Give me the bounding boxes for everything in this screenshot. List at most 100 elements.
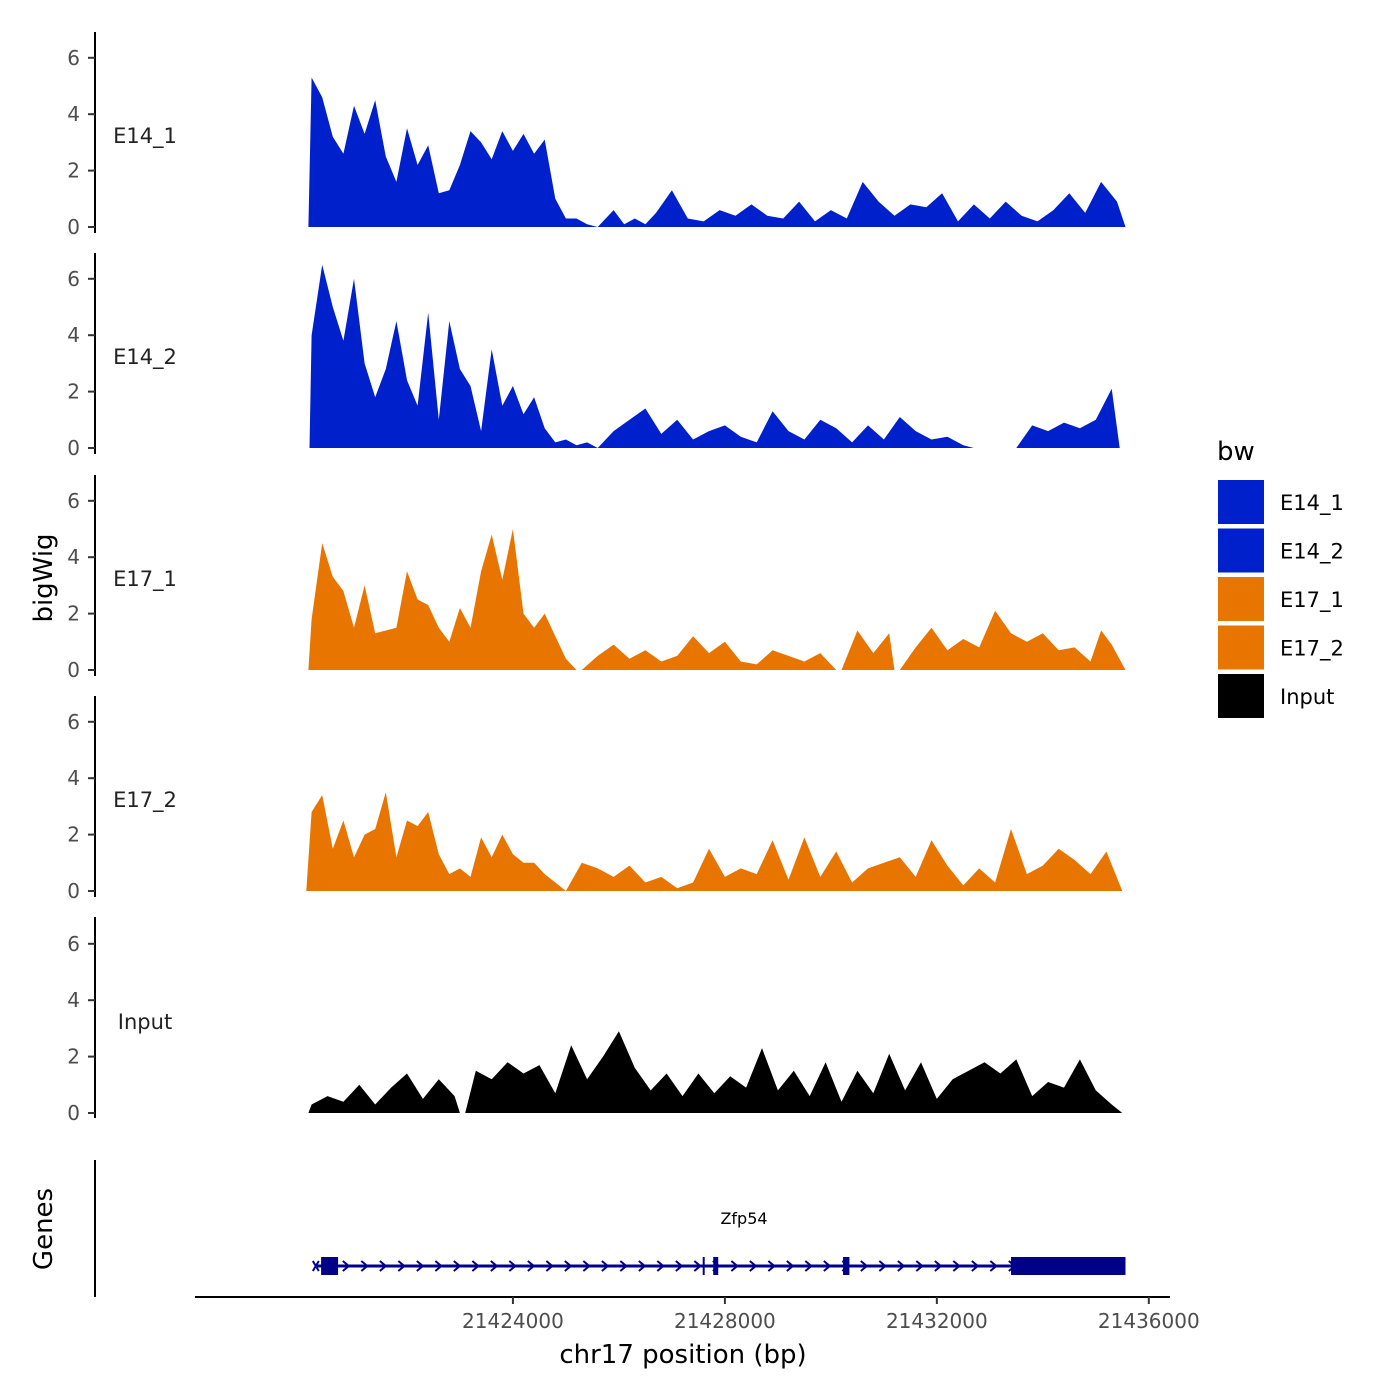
x-axis-title: chr17 position (bp) [559, 1340, 806, 1370]
gene-exon [1011, 1257, 1126, 1275]
track-label-e14-1: E14_1 [113, 124, 177, 149]
legend-swatch [1218, 674, 1264, 718]
strand-arrow [416, 1260, 425, 1272]
strand-arrow [952, 1260, 961, 1272]
strand-arrow [601, 1260, 610, 1272]
legend-swatch [1218, 528, 1264, 573]
y-tick-label: 0 [67, 436, 80, 460]
strand-arrow [360, 1260, 369, 1272]
track-label-e17-1: E17_1 [113, 567, 177, 592]
y-tick-label: 2 [67, 823, 80, 847]
y-axis-ticks: 0 2 4 6 0 2 4 6 0 2 4 6 0 2 4 6 0 2 4 6 [67, 46, 95, 1125]
gene-name-label: Zfp54 [720, 1209, 767, 1228]
gene-model-zfp54 [311, 1257, 1126, 1275]
track-e17-2: E17_2 [94, 696, 1123, 897]
strand-arrow [471, 1260, 480, 1272]
strand-arrow [897, 1260, 906, 1272]
track-e17-1: E17_1 [94, 475, 1126, 676]
gene-exon [321, 1257, 339, 1275]
strand-arrow [342, 1260, 351, 1272]
y-tick-label: 4 [67, 323, 80, 347]
strand-arrow [490, 1260, 499, 1272]
x-axis: 21424000 21428000 21432000 21436000 chr17 p… [195, 1296, 1200, 1370]
y-tick-label: 4 [67, 988, 80, 1012]
x-tick-label: 21424000 [462, 1309, 564, 1333]
strand-arrow [878, 1260, 887, 1272]
y-tick-label: 6 [67, 710, 80, 734]
y-tick-label: 0 [67, 879, 80, 903]
strand-arrow [915, 1260, 924, 1272]
strand-arrow [619, 1260, 628, 1272]
x-tick-label: 21432000 [886, 1309, 988, 1333]
strand-arrow [693, 1260, 702, 1272]
strand-arrow [934, 1260, 943, 1272]
y-tick-label: 2 [67, 159, 80, 183]
strand-arrow [545, 1260, 554, 1272]
strand-arrow [767, 1260, 776, 1272]
y-tick-label: 6 [67, 932, 80, 956]
track-e14-1: E14_1 [94, 32, 1126, 233]
strand-arrow [397, 1260, 406, 1272]
x-axis-ticks: 21424000 21428000 21432000 21436000 [462, 1297, 1200, 1333]
strand-arrow [749, 1260, 758, 1272]
y-tick-label: 2 [67, 380, 80, 404]
gene-exon [843, 1257, 850, 1275]
x-tick-label: 21436000 [1098, 1309, 1200, 1333]
strand-arrow [860, 1260, 869, 1272]
strand-arrow [989, 1260, 998, 1272]
strand-arrow [527, 1260, 536, 1272]
strand-arrow [971, 1260, 980, 1272]
track-label-input: Input [118, 1010, 172, 1034]
x-tick-label: 21428000 [674, 1309, 776, 1333]
coverage-area-e14-1 [308, 77, 1126, 227]
legend-entry-label: Input [1280, 685, 1334, 709]
y-tick-label: 6 [67, 489, 80, 513]
legend-entries: E14_1 E14_2 E17_1 E17_2 Input [1218, 480, 1344, 718]
strand-arrow [582, 1260, 591, 1272]
coverage-area-e14-2 [309, 264, 1120, 448]
coverage-area-e17-1 [308, 529, 1126, 670]
y-axis-title: bigWig [29, 533, 59, 622]
strand-arrow [656, 1260, 665, 1272]
gene-track: Genes Zfp54 [29, 1160, 1126, 1297]
strand-arrow [564, 1260, 573, 1272]
legend-entry-label: E14_1 [1280, 491, 1344, 516]
y-tick-label: 6 [67, 267, 80, 291]
legend-title: bw [1217, 437, 1255, 467]
strand-arrow [638, 1260, 647, 1272]
legend-entry-label: E14_2 [1280, 540, 1344, 565]
legend-swatch [1218, 625, 1264, 670]
track-label-e17-2: E17_2 [113, 788, 177, 813]
y-tick-label: 2 [67, 602, 80, 626]
genes-axis-title: Genes [29, 1188, 59, 1270]
y-tick-label: 0 [67, 658, 80, 682]
y-tick-label: 4 [67, 545, 80, 569]
legend-entry-label: E17_1 [1280, 588, 1344, 613]
track-label-e14-2: E14_2 [113, 345, 177, 370]
legend-entry-label: E17_2 [1280, 637, 1344, 662]
strand-arrow [453, 1260, 462, 1272]
y-tick-label: 0 [67, 215, 80, 239]
y-tick-label: 4 [67, 766, 80, 790]
gene-exon [713, 1257, 719, 1275]
strand-arrow [675, 1260, 684, 1272]
y-tick-label: 6 [67, 46, 80, 70]
legend-swatch [1218, 480, 1264, 524]
gene-start-marker [311, 1260, 320, 1272]
strand-arrow [804, 1260, 813, 1272]
track-e14-2: E14_2 [94, 253, 1120, 454]
strand-arrow [730, 1260, 739, 1272]
y-tick-label: 2 [67, 1045, 80, 1069]
strand-arrow [434, 1260, 443, 1272]
coverage-area-input [308, 1031, 1123, 1113]
coverage-area-e17-2 [306, 792, 1123, 891]
strand-arrow [379, 1260, 388, 1272]
strand-arrow [823, 1260, 832, 1272]
y-tick-label: 0 [67, 1101, 80, 1125]
strand-arrow [786, 1260, 795, 1272]
strand-arrow [508, 1260, 517, 1272]
y-tick-label: 4 [67, 102, 80, 126]
track-input: Input [94, 917, 1123, 1118]
legend: bw E14_1 E14_2 E17_1 E17_2 Input [1217, 437, 1344, 718]
